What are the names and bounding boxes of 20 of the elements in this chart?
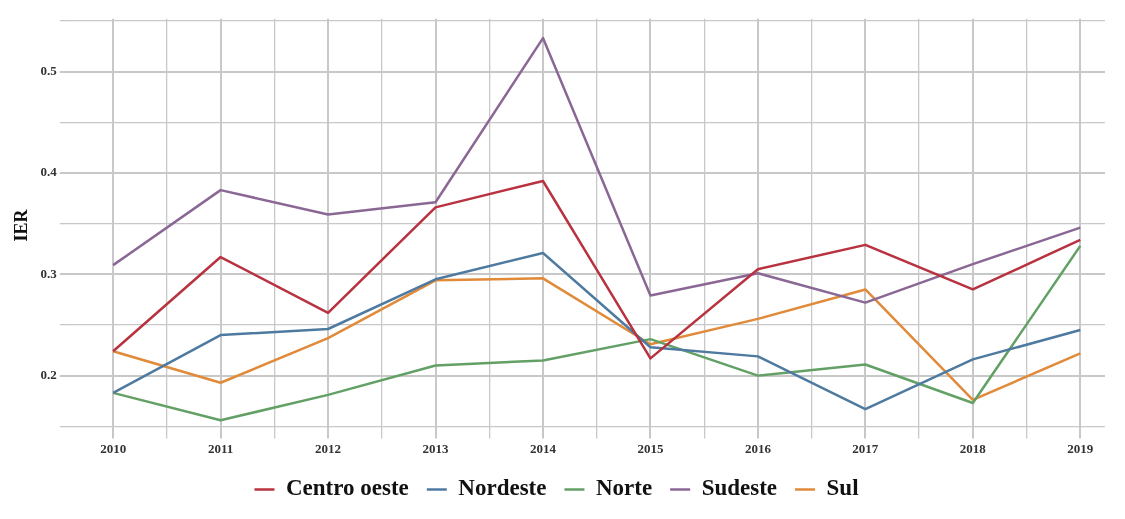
y-tick-label: 0.2: [40, 366, 57, 382]
x-tick-label: 2017: [852, 440, 879, 456]
x-tick-label: 2014: [529, 440, 557, 456]
x-tick-label: 2018: [959, 440, 987, 456]
y-tick-label: 0.3: [40, 265, 58, 281]
x-tick-label: 2019: [1067, 440, 1094, 456]
x-tick-label: 2015: [637, 440, 664, 456]
x-tick-label: 2010: [100, 440, 127, 456]
legend-label: Sul: [826, 475, 859, 501]
legend-label: Sudeste: [701, 475, 778, 501]
legend-label: Centro oeste: [285, 475, 409, 501]
legend-label: Nordeste: [458, 475, 547, 501]
y-axis-title: IER: [11, 208, 32, 242]
y-tick-label: 0.5: [40, 62, 58, 78]
x-tick-label: 2013: [422, 440, 450, 456]
legend-label: Norte: [595, 475, 653, 501]
x-tick-label: 2011: [207, 440, 234, 456]
x-tick-label: 2016: [744, 440, 772, 456]
y-tick-label: 0.4: [40, 164, 58, 180]
x-tick-label: 2012: [315, 440, 342, 456]
